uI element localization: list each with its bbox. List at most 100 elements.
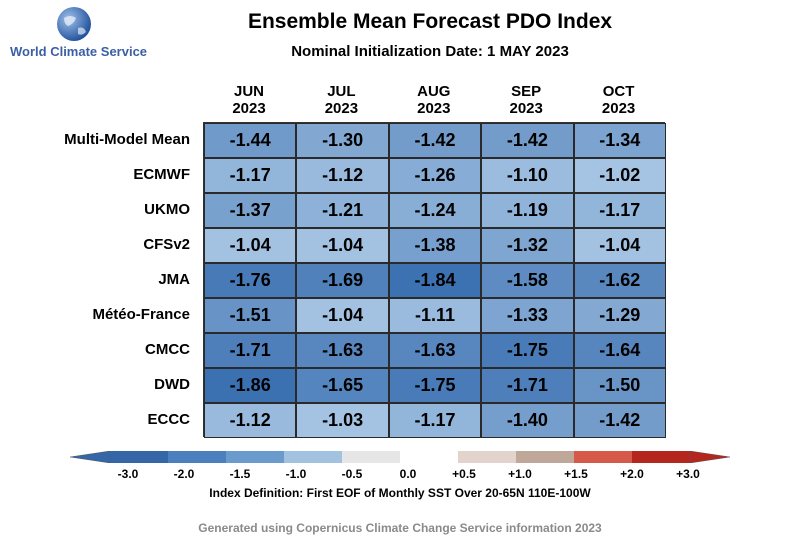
row-label: Météo-France [92,306,190,323]
heatmap-cell: -1.51 [204,298,297,333]
column-header-year: 2023 [232,100,266,117]
colorbar-ticks: -3.0 -2.0 -1.5 -1.0 -0.5 0.0 +0.5 +1.0 +1.5 +2.0 +… [70,467,730,485]
column-header-month: JUL [327,83,356,100]
heatmap-cell: -1.76 [204,263,297,298]
column-header: JUN 2023 [203,83,295,117]
colorbar-tick-label: +2.0 [620,467,644,481]
heatmap-cell: -1.71 [481,368,574,403]
heatmap-grid: -1.44 -1.30 -1.42 -1.42 -1.34 -1.17 -1.12 -1.26… [203,122,666,438]
column-header-month: SEP [511,83,542,100]
colorbar-left-tip [70,451,111,463]
heatmap-cell: -1.03 [296,403,389,438]
heatmap-cell: -1.33 [481,298,574,333]
row-label: ECMWF [133,166,190,183]
heatmap-cell: -1.63 [388,333,482,368]
globe-icon [57,7,91,41]
row-label: CMCC [145,341,190,358]
logo-text: World Climate Service [10,44,148,59]
colorbar-segment [574,451,633,463]
column-header-year: 2023 [509,100,543,117]
heatmap-cell: -1.17 [573,193,666,228]
heatmap-cell: -1.42 [573,403,666,438]
column-header-month: AUG [417,83,451,100]
heatmap-cell: -1.04 [296,228,389,263]
heatmap-cell: -1.12 [204,403,297,438]
heatmap-cell: -1.24 [388,193,482,228]
colorbar-segment [400,451,459,463]
chart-title: Ensemble Mean Forecast PDO Index [247,10,613,33]
index-definition: Index Definition: First EOF of Monthly S… [209,486,591,500]
colorbar-segment [632,451,691,463]
heatmap-cell: -1.62 [573,263,666,298]
column-header-month: OCT [602,83,635,100]
heatmap-cell: -1.84 [388,263,482,298]
colorbar-tick-label: -1.0 [285,467,307,481]
heatmap-cell: -1.17 [388,403,482,438]
heatmap-cell: -1.04 [204,228,297,263]
heatmap-cell: -1.69 [296,263,389,298]
heatmap-cell: -1.02 [573,158,666,193]
colorbar-segment [168,451,227,463]
column-header-year: 2023 [417,100,451,117]
heatmap-cell: -1.10 [481,158,574,193]
heatmap-cell: -1.71 [204,333,297,368]
heatmap-cell: -1.65 [296,368,389,403]
colorbar-tick-label: 0.0 [399,467,417,481]
heatmap-cell: -1.42 [388,123,482,158]
row-label: CFSv2 [143,236,190,253]
heatmap-cell: -1.63 [296,333,389,368]
heatmap-cell: -1.26 [388,158,482,193]
column-header: JUL 2023 [295,83,387,117]
chart-subtitle: Nominal Initialization Date: 1 MAY 2023 [291,43,569,60]
heatmap-cell: -1.75 [388,368,482,403]
colorbar-segment [110,451,169,463]
credit-text: Generated using Copernicus Climate Chang… [198,521,602,535]
heatmap-cell: -1.50 [573,368,666,403]
row-label: JMA [158,271,190,288]
heatmap-cell: -1.38 [388,228,482,263]
column-header-year: 2023 [601,100,636,117]
heatmap-cell: -1.75 [481,333,574,368]
column-header: AUG 2023 [388,83,480,117]
colorbar [70,451,730,463]
heatmap-cell: -1.12 [296,158,389,193]
colorbar-tick-label: -3.0 [117,467,139,481]
heatmap-cell: -1.44 [204,123,297,158]
heatmap-cell: -1.04 [296,298,389,333]
colorbar-segment [516,451,575,463]
colorbar-tick-label: +3.0 [676,467,700,481]
colorbar-segment [284,451,343,463]
colorbar-tick-label: +1.5 [564,467,588,481]
colorbar-segment [226,451,285,463]
colorbar-tick-label: +1.0 [508,467,532,481]
heatmap-cell: -1.04 [573,228,666,263]
column-header-month: JUN [233,83,264,100]
heatmap-cell: -1.29 [573,298,666,333]
row-label: Multi-Model Mean [64,131,190,148]
heatmap-cell: -1.21 [296,193,389,228]
colorbar-segment [342,451,401,463]
colorbar-right-tip [689,451,730,463]
heatmap-cell: -1.86 [204,368,297,403]
column-header: OCT 2023 [573,83,665,117]
heatmap-cell: -1.58 [481,263,574,298]
colorbar-tick-label: -0.5 [341,467,363,481]
heatmap-cell: -1.40 [481,403,574,438]
heatmap-cell: -1.42 [481,123,574,158]
column-header: SEP 2023 [480,83,572,117]
heatmap-cell: -1.11 [388,298,482,333]
heatmap-cell: -1.17 [204,158,297,193]
heatmap-cell: -1.64 [573,333,666,368]
column-header-year: 2023 [324,100,359,117]
row-label: UKMO [144,201,190,218]
heatmap-cell: -1.34 [573,123,666,158]
row-label: ECCC [147,411,190,428]
heatmap-cell: -1.37 [204,193,297,228]
colorbar-segment [458,451,517,463]
colorbar-tick-label: -2.0 [173,467,195,481]
row-label: DWD [154,376,190,393]
column-headers: JUN 2023 JUL 2023 AUG 2023 SEP 2023 OCT 2023 [203,83,665,119]
heatmap-cell: -1.19 [481,193,574,228]
colorbar-tick-label: +0.5 [452,467,476,481]
world-climate-service-logo: World Climate Service [10,6,150,64]
